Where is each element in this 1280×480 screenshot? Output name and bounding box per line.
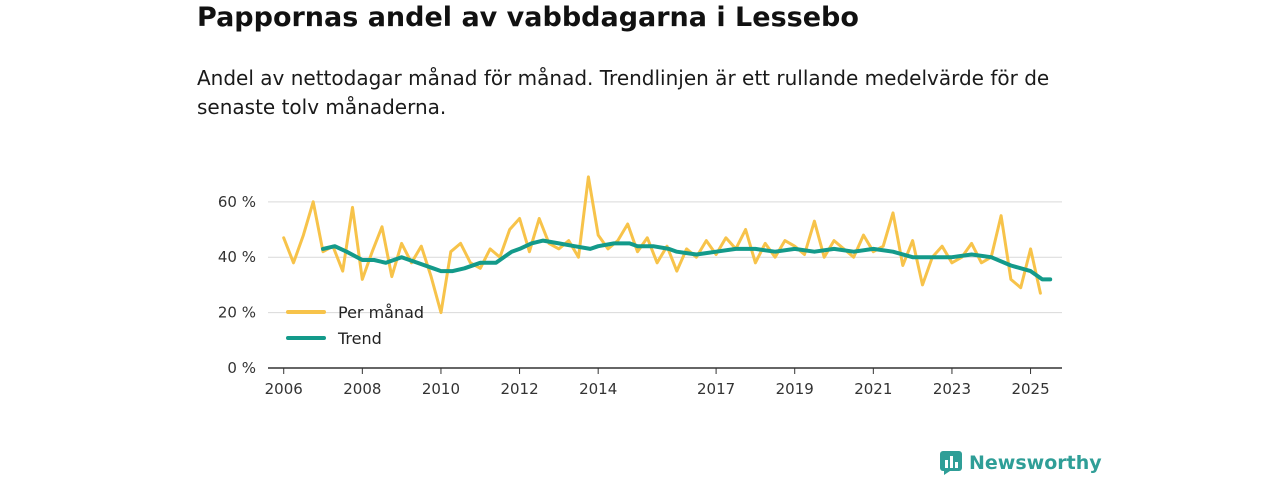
x-tick-label: 2008 bbox=[343, 380, 381, 398]
y-tick-label: 0 % bbox=[227, 359, 256, 377]
x-tick-label: 2010 bbox=[422, 380, 460, 398]
series-line-per-month bbox=[282, 175, 1042, 315]
x-tick-label: 2017 bbox=[697, 380, 735, 398]
x-tick-label: 2023 bbox=[933, 380, 971, 398]
chart-title: Pappornas andel av vabbdagarna i Lessebo bbox=[197, 2, 859, 33]
x-tick-label: 2019 bbox=[776, 380, 814, 398]
y-axis-ticks: 0 % 20 % 40 % 60 % bbox=[218, 193, 256, 377]
legend: Per månad Trend bbox=[286, 303, 424, 348]
x-tick-label: 2012 bbox=[500, 380, 538, 398]
brand-name: Newsworthy bbox=[969, 452, 1102, 474]
newsworthy-logo-icon bbox=[940, 451, 962, 475]
series-line-trend bbox=[321, 238, 1053, 282]
x-tick-label: 2014 bbox=[579, 380, 617, 398]
y-tick-label: 40 % bbox=[218, 248, 256, 266]
y-tick-label: 20 % bbox=[218, 304, 256, 322]
chart-subtitle: Andel av nettodagar månad för månad. Tre… bbox=[197, 66, 1050, 119]
x-axis: 2006 2008 2010 2012 2014 2017 2019 2021 2023 2025 bbox=[265, 367, 1062, 398]
x-tick-label: 2021 bbox=[854, 380, 892, 398]
legend-label: Trend bbox=[337, 329, 382, 348]
y-tick-label: 60 % bbox=[218, 193, 256, 211]
x-tick-label: 2025 bbox=[1011, 380, 1049, 398]
series-lines bbox=[282, 175, 1053, 315]
brand-logo: Newsworthy bbox=[940, 451, 1102, 475]
legend-label: Per månad bbox=[338, 303, 424, 322]
x-tick-label: 2006 bbox=[265, 380, 303, 398]
